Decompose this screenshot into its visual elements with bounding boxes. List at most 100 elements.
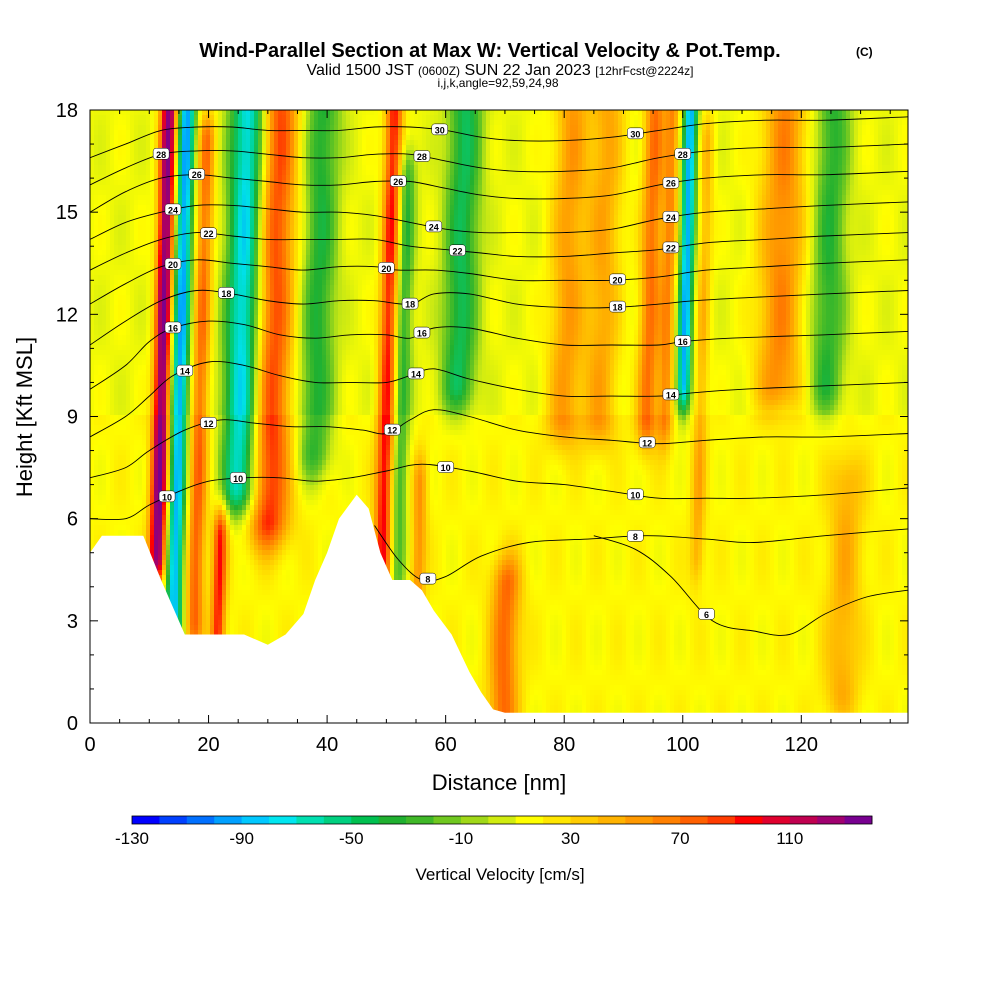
velocity-cell xyxy=(102,130,107,136)
velocity-cell xyxy=(106,280,111,286)
velocity-cell xyxy=(234,390,239,396)
velocity-cell xyxy=(206,325,211,331)
velocity-cell xyxy=(174,155,179,161)
velocity-cell xyxy=(130,110,135,116)
velocity-cell xyxy=(90,115,95,121)
velocity-cell xyxy=(90,305,95,311)
velocity-cell xyxy=(134,280,139,286)
velocity-cell xyxy=(202,485,207,491)
velocity-cell xyxy=(222,130,227,136)
velocity-cell xyxy=(162,415,167,421)
velocity-cell xyxy=(114,350,119,356)
velocity-cell xyxy=(130,120,135,126)
velocity-cell xyxy=(230,530,235,536)
velocity-cell xyxy=(94,460,99,466)
velocity-cell xyxy=(226,355,231,361)
velocity-cell xyxy=(114,400,119,406)
velocity-cell xyxy=(94,445,99,451)
velocity-cell xyxy=(194,295,199,301)
velocity-cell xyxy=(114,205,119,211)
velocity-cell xyxy=(106,350,111,356)
velocity-cell xyxy=(242,240,247,246)
velocity-cell xyxy=(190,360,195,366)
velocity-cell xyxy=(246,435,251,441)
velocity-cell xyxy=(182,325,187,331)
velocity-cell xyxy=(234,370,239,376)
velocity-cell xyxy=(162,450,167,456)
velocity-cell xyxy=(170,310,175,316)
velocity-cell xyxy=(182,590,187,596)
velocity-cell xyxy=(174,110,179,116)
velocity-cell xyxy=(186,500,191,506)
velocity-cell xyxy=(118,510,123,516)
velocity-cell xyxy=(218,410,223,416)
velocity-cell xyxy=(186,450,191,456)
velocity-cell xyxy=(202,285,207,291)
velocity-cell xyxy=(146,245,151,251)
velocity-cell xyxy=(158,555,163,561)
velocity-cell xyxy=(106,165,111,171)
velocity-cell xyxy=(246,430,251,436)
velocity-cell xyxy=(242,420,247,426)
velocity-cell xyxy=(198,145,203,151)
velocity-cell xyxy=(98,385,103,391)
velocity-cell xyxy=(166,305,171,311)
velocity-cell xyxy=(134,195,139,201)
velocity-cell xyxy=(138,260,143,266)
velocity-cell xyxy=(218,345,223,351)
velocity-cell xyxy=(234,260,239,266)
velocity-cell xyxy=(242,625,247,631)
velocity-cell xyxy=(162,370,167,376)
velocity-cell xyxy=(130,345,135,351)
velocity-cell xyxy=(138,530,143,536)
velocity-cell xyxy=(166,565,171,571)
velocity-cell xyxy=(206,540,211,546)
velocity-cell xyxy=(242,500,247,506)
velocity-cell xyxy=(158,535,163,541)
velocity-cell xyxy=(210,500,215,506)
velocity-cell xyxy=(158,180,163,186)
velocity-cell xyxy=(162,525,167,531)
velocity-cell xyxy=(190,465,195,471)
velocity-cell xyxy=(202,160,207,166)
velocity-cell xyxy=(126,230,131,236)
velocity-cell xyxy=(234,440,239,446)
velocity-cell xyxy=(202,195,207,201)
velocity-cell xyxy=(242,350,247,356)
velocity-cell xyxy=(246,250,251,256)
velocity-cell xyxy=(174,390,179,396)
velocity-cell xyxy=(174,360,179,366)
velocity-cell xyxy=(142,365,147,371)
velocity-cell xyxy=(102,455,107,461)
velocity-cell xyxy=(94,525,99,531)
velocity-cell xyxy=(210,245,215,251)
velocity-cell xyxy=(98,455,103,461)
velocity-cell xyxy=(166,390,171,396)
velocity-cell xyxy=(214,280,219,286)
velocity-cell xyxy=(214,600,219,606)
velocity-cell xyxy=(222,355,227,361)
velocity-cell xyxy=(182,560,187,566)
velocity-cell xyxy=(166,380,171,386)
velocity-cell xyxy=(210,115,215,121)
velocity-cell xyxy=(218,555,223,561)
velocity-cell xyxy=(246,375,251,381)
velocity-cell xyxy=(130,265,135,271)
velocity-cell xyxy=(206,555,211,561)
velocity-cell xyxy=(222,225,227,231)
velocity-cell xyxy=(138,300,143,306)
velocity-cell xyxy=(186,605,191,611)
velocity-cell xyxy=(214,330,219,336)
velocity-cell xyxy=(102,370,107,376)
velocity-cell xyxy=(230,355,235,361)
velocity-cell xyxy=(250,360,255,366)
velocity-cell xyxy=(242,220,247,226)
velocity-cell xyxy=(174,285,179,291)
velocity-cell xyxy=(154,185,159,191)
velocity-cell xyxy=(238,580,243,586)
velocity-cell xyxy=(194,305,199,311)
velocity-cell xyxy=(122,420,127,426)
velocity-cell xyxy=(110,490,115,496)
velocity-cell xyxy=(210,535,215,541)
velocity-cell xyxy=(122,345,127,351)
